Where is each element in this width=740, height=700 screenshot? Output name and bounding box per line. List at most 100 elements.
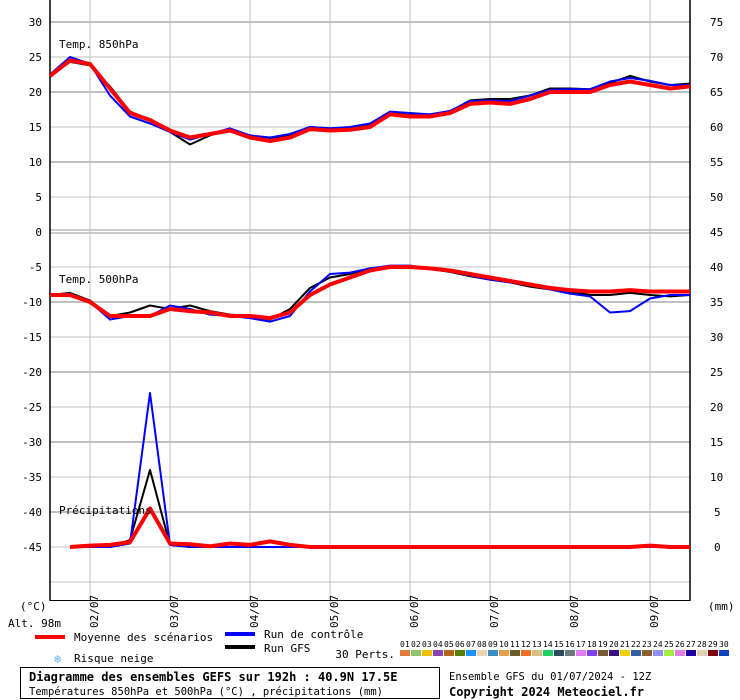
y-tick-label-right: 25 (710, 366, 723, 379)
pert-swatch (455, 650, 465, 656)
pert-swatch (521, 650, 531, 656)
pert-swatch (444, 650, 454, 656)
y-tick-label-left: 25 (29, 51, 42, 64)
pert-label: 05 (444, 640, 454, 649)
precip-mean-line (69, 506, 690, 549)
pert-swatch (719, 650, 729, 656)
pert-label: 29 (708, 640, 718, 649)
pert-label: 26 (675, 640, 685, 649)
pert-swatch (510, 650, 520, 656)
pert-label: 18 (587, 640, 597, 649)
y-tick-label-right: 15 (710, 436, 723, 449)
pert-label: 09 (488, 640, 498, 649)
pert-swatch (576, 650, 586, 656)
pert-swatch (609, 650, 619, 656)
pert-label: 01 (400, 640, 410, 649)
legend-control-swatch (225, 632, 255, 636)
t500-control-line (49, 264, 690, 323)
y-tick-label-right: 75 (710, 16, 723, 29)
pert-label: 27 (686, 640, 696, 649)
legend-gfs-label: Run GFS (264, 642, 310, 655)
t850-control-line (49, 56, 690, 141)
pert-label: 03 (422, 640, 432, 649)
legend-perts-label: 30 Perts. (335, 648, 395, 661)
legend-snow-label: Risque neige (74, 652, 153, 665)
pert-swatch (477, 650, 487, 656)
y-tick-label-left: -25 (22, 401, 42, 414)
y-tick-label-right: 20 (710, 401, 723, 414)
pert-swatch (433, 650, 443, 656)
y-tick-label-left: -20 (22, 366, 42, 379)
pert-label: 25 (664, 640, 674, 649)
pert-label: 14 (543, 640, 553, 649)
y-tick-label-left: 0 (35, 226, 42, 239)
y-tick-label-left: -15 (22, 331, 42, 344)
y-tick-label-right: 10 (710, 471, 723, 484)
pert-label: 12 (521, 640, 531, 649)
t500-mean-line (50, 265, 690, 321)
left-unit-label: (°C) (20, 600, 47, 613)
precip-control-line (70, 392, 690, 548)
pert-label: 20 (609, 640, 619, 649)
run-info: Ensemble GFS du 01/07/2024 - 12Z (449, 671, 651, 683)
legend-mean-label: Moyenne des scénarios (74, 631, 213, 644)
pert-swatch (620, 650, 630, 656)
x-tick-label: 07/07 (488, 595, 501, 628)
pert-swatch (587, 650, 597, 656)
pert-swatch (631, 650, 641, 656)
pert-label: 22 (631, 640, 641, 649)
y-tick-label-left: -5 (29, 261, 42, 274)
pert-label: 08 (477, 640, 487, 649)
chart-subtitle: Températures 850hPa et 500hPa (°C) , pré… (29, 686, 383, 698)
title-box (20, 667, 440, 699)
y-tick-label-right: 45 (710, 226, 723, 239)
t500-panel-label: Temp. 500hPa (59, 273, 138, 286)
t850-panel-label: Temp. 850hPa (59, 38, 138, 51)
pert-label: 23 (642, 640, 652, 649)
pert-swatch (653, 650, 663, 656)
y-tick-label-right: 0 (714, 541, 721, 554)
pert-swatch (686, 650, 696, 656)
y-tick-label-right: 70 (710, 51, 723, 64)
y-tick-label-left: -35 (22, 471, 42, 484)
pert-swatch (411, 650, 421, 656)
pert-label: 17 (576, 640, 586, 649)
pert-swatch (499, 650, 509, 656)
y-tick-label-left: 20 (29, 86, 42, 99)
x-tick-label: 08/07 (568, 595, 581, 628)
pert-swatch (664, 650, 674, 656)
snowflake-icon: ❄ (54, 652, 61, 666)
pert-label: 13 (532, 640, 542, 649)
x-tick-label: 06/07 (408, 595, 421, 628)
pert-label: 16 (565, 640, 575, 649)
pert-label: 04 (433, 640, 443, 649)
pert-swatch (675, 650, 685, 656)
pert-swatch (466, 650, 476, 656)
t850-mean-line (48, 58, 691, 143)
pert-label: 30 (719, 640, 729, 649)
precip-gfs-line (70, 469, 690, 548)
pert-label: 07 (466, 640, 476, 649)
precip-panel-label: Précipitations (59, 504, 152, 517)
pert-label: 21 (620, 640, 630, 649)
y-tick-label-right: 55 (710, 156, 723, 169)
pert-swatch (565, 650, 575, 656)
pert-label: 11 (510, 640, 520, 649)
y-tick-label-right: 5 (714, 506, 721, 519)
legend-control-label: Run de contrôle (264, 628, 363, 641)
pert-swatch (642, 650, 652, 656)
legend-mean-swatch (35, 635, 65, 639)
axes: 02/07 03/07 04/07 05/07 06/07 07/07 08/07 09/07… (22, 0, 723, 628)
pert-label: 10 (499, 640, 509, 649)
chart-title: Diagramme des ensembles GEFS sur 192h : … (29, 670, 397, 684)
grid (50, 0, 690, 605)
altitude-label: Alt. 98m (8, 617, 61, 630)
pert-swatch (532, 650, 542, 656)
y-tick-label-left: -10 (22, 296, 42, 309)
pert-label: 02 (411, 640, 421, 649)
y-tick-label-right: 60 (710, 121, 723, 134)
y-tick-label-right: 50 (710, 191, 723, 204)
pert-swatch (400, 650, 410, 656)
y-tick-label-left: -40 (22, 506, 42, 519)
y-tick-label-left: 5 (35, 191, 42, 204)
